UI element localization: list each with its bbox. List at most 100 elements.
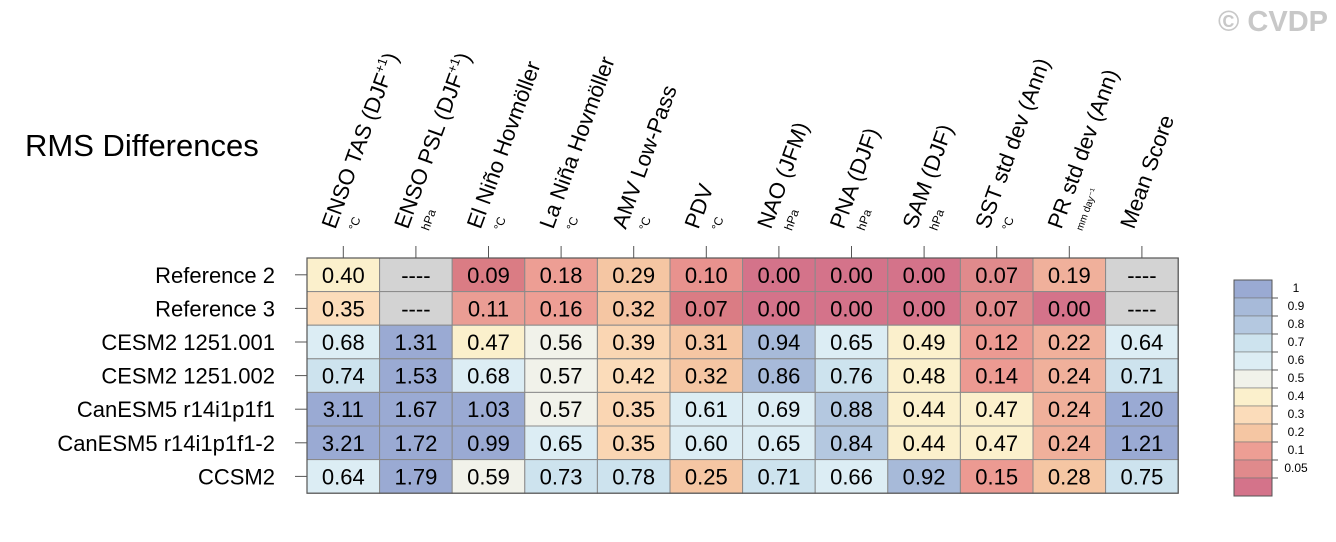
heatmap-cell bbox=[669, 391, 744, 427]
column-label-group: Mean Score bbox=[1115, 112, 1179, 232]
cell-value: 0.07 bbox=[975, 263, 1018, 288]
column-unit: °C bbox=[709, 214, 727, 232]
legend-swatch bbox=[1233, 369, 1273, 389]
heatmap-cell bbox=[306, 391, 381, 427]
legend-swatch bbox=[1233, 441, 1273, 461]
cell-value: 0.00 bbox=[903, 296, 946, 321]
heatmap-cell bbox=[379, 459, 453, 494]
cvdp-watermark: © CVDP bbox=[1218, 6, 1328, 38]
column-label: La Niña Hovmöller bbox=[534, 53, 619, 232]
column-unit: °C bbox=[636, 214, 654, 232]
cell-value: 0.09 bbox=[467, 263, 510, 288]
column-label-group: NAO (JFM)hPa bbox=[752, 119, 814, 233]
cell-value: 0.44 bbox=[903, 431, 946, 456]
column-label-group: PNA (DJF)hPa bbox=[825, 124, 884, 232]
column-unit: hPa bbox=[927, 207, 948, 232]
cell-value: 0.00 bbox=[757, 296, 800, 321]
cell-value: 0.10 bbox=[685, 263, 728, 288]
cell-value: 0.35 bbox=[612, 431, 655, 456]
cell-value: 0.25 bbox=[685, 464, 728, 489]
cell-value: 0.14 bbox=[975, 364, 1018, 389]
cell-value: 0.92 bbox=[903, 464, 946, 489]
cell-value: 0.16 bbox=[540, 296, 583, 321]
heatmap-cell bbox=[596, 291, 671, 326]
column-unit: °C bbox=[491, 214, 509, 232]
cell-value: 0.69 bbox=[757, 397, 800, 422]
cell-value: 0.60 bbox=[685, 431, 728, 456]
cell-value: 0.29 bbox=[612, 263, 655, 288]
heatmap-cell bbox=[742, 391, 816, 427]
cell-value: 0.57 bbox=[540, 397, 583, 422]
heatmap-cell bbox=[959, 257, 1034, 293]
cell-value: 0.24 bbox=[1048, 364, 1091, 389]
cell-value: 0.65 bbox=[830, 330, 873, 355]
cell-value: 0.32 bbox=[685, 364, 728, 389]
cell-value: 0.65 bbox=[540, 431, 583, 456]
cell-value: 0.00 bbox=[757, 263, 800, 288]
cell-value: 0.35 bbox=[322, 296, 365, 321]
cell-value: 0.64 bbox=[1120, 330, 1163, 355]
heatmap-cell bbox=[814, 257, 889, 293]
cell-value: 0.07 bbox=[685, 296, 728, 321]
legend-swatch bbox=[1233, 387, 1273, 407]
cell-value: 1.67 bbox=[394, 397, 437, 422]
cell-value: 0.24 bbox=[1048, 431, 1091, 456]
heatmap-cell bbox=[451, 391, 526, 427]
cell-value: 0.57 bbox=[540, 364, 583, 389]
cell-value: 0.47 bbox=[975, 397, 1018, 422]
row-label: CESM2 1251.001 bbox=[101, 330, 275, 355]
column-label: AMV Low-Pass bbox=[607, 82, 682, 232]
cell-value: 1.53 bbox=[394, 364, 437, 389]
column-label: NAO (JFM) bbox=[752, 119, 814, 232]
heatmap-cell bbox=[887, 324, 961, 360]
cell-value: 0.22 bbox=[1048, 330, 1091, 355]
cell-value: 0.73 bbox=[540, 464, 583, 489]
column-label: El Niño Hovmöller bbox=[462, 58, 546, 232]
heatmap-cell bbox=[524, 324, 598, 360]
heatmap-cell bbox=[1032, 324, 1107, 360]
cell-value: 0.15 bbox=[975, 464, 1018, 489]
heatmap-cell bbox=[669, 257, 744, 293]
legend-label: 0.2 bbox=[1288, 425, 1305, 439]
cell-value: 0.56 bbox=[540, 330, 583, 355]
cell-value: 0.47 bbox=[975, 431, 1018, 456]
cell-value: ---- bbox=[401, 296, 430, 321]
heatmap-cell bbox=[451, 425, 526, 461]
heatmap-cell bbox=[1032, 425, 1107, 461]
cell-value: 0.65 bbox=[757, 431, 800, 456]
heatmap-cell bbox=[451, 324, 526, 360]
heatmap-cell bbox=[669, 291, 744, 326]
heatmap-cell bbox=[1032, 358, 1107, 393]
cell-value: 1.21 bbox=[1120, 431, 1163, 456]
legend-label: 0.3 bbox=[1288, 407, 1305, 421]
cell-value: 0.71 bbox=[1120, 364, 1163, 389]
heatmap-cell bbox=[814, 425, 889, 461]
cell-value: 0.00 bbox=[830, 263, 873, 288]
legend-label: 0.6 bbox=[1288, 353, 1305, 367]
column-label: ENSO TAS (DJF+1) bbox=[316, 49, 404, 232]
heatmap-cell bbox=[742, 257, 816, 293]
cell-value: 0.94 bbox=[757, 330, 800, 355]
column-label-group: PDV°C bbox=[680, 180, 727, 232]
cell-value: 0.32 bbox=[612, 296, 655, 321]
cell-value: 1.03 bbox=[467, 397, 510, 422]
cell-value: 0.75 bbox=[1120, 464, 1163, 489]
cell-value: 0.86 bbox=[757, 364, 800, 389]
legend-label: 0.9 bbox=[1288, 299, 1305, 313]
cell-value: 0.49 bbox=[903, 330, 946, 355]
legend-swatch bbox=[1233, 333, 1273, 353]
heatmap-cell bbox=[887, 391, 961, 427]
legend-label: 0.4 bbox=[1288, 389, 1305, 403]
legend-label: 0.5 bbox=[1288, 371, 1305, 385]
legend-swatch bbox=[1233, 279, 1273, 299]
column-label-group: SAM (DJF)hPa bbox=[897, 121, 958, 232]
heatmap-cell bbox=[1032, 257, 1107, 293]
heatmap-cell bbox=[669, 358, 744, 393]
heatmap-cell bbox=[1105, 459, 1179, 494]
cell-value: 0.84 bbox=[830, 431, 873, 456]
column-label: ENSO PSL (DJF+1) bbox=[388, 49, 476, 232]
row-label: Reference 2 bbox=[155, 263, 275, 288]
cell-value: 0.76 bbox=[830, 364, 873, 389]
heatmap-cell bbox=[524, 358, 598, 393]
